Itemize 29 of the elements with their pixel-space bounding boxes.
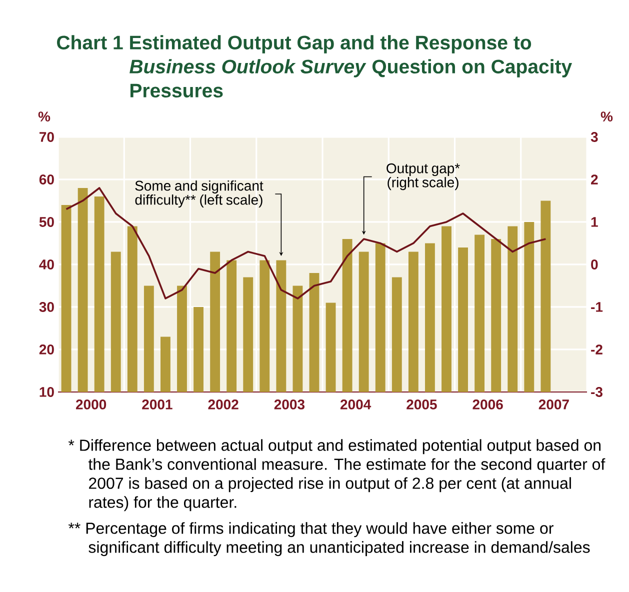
y-tick-label: 70 <box>40 132 54 142</box>
x-tick-label: 2005 <box>406 400 437 410</box>
x-tick-label: 2002 <box>208 400 238 410</box>
text: ** Percentage of firms indicating that they would have either some or significant difficulty meeting an unanticipated increase in demand/sales <box>68 522 590 556</box>
y-tick-label: 30 <box>39 302 54 312</box>
annotation: Output gap* (right scale) <box>386 163 460 190</box>
y2-tick-label: -3 <box>591 387 602 397</box>
x-tick-label: 2006 <box>472 400 503 410</box>
y2-tick-label: 0 <box>591 260 598 270</box>
annotation: Some and significant difficulty** (left scale) <box>135 180 264 208</box>
y2-tick-label: 2 <box>591 174 598 184</box>
text: * Difference between actual output and estimated potential output based on the Bank’s conventional measure. The estimate for the second quarter of 2007 is based on a projected rise in output of 2.8 per cent (at annual rates) for the quarter. <box>68 439 606 512</box>
y-tick-label: 10 <box>40 387 54 397</box>
x-tick-label: 2007 <box>538 400 569 410</box>
y2-tick-label: 1 <box>591 217 598 227</box>
y-tick-label: 50 <box>39 217 54 227</box>
y-tick-label: 40 <box>39 260 54 270</box>
x-tick-label: 2004 <box>340 400 372 410</box>
x-tick-label: 2000 <box>76 400 106 410</box>
y2-tick-label: -1 <box>591 302 603 312</box>
y2-axis-title: % <box>600 112 613 122</box>
chart-title: Chart 1 Estimated Output Gap and the Response to Business Outlook Survey Question on Capacity Pressures <box>57 35 572 98</box>
y2-tick-label: -2 <box>591 344 602 354</box>
y-axis-title: % <box>38 112 50 122</box>
y-tick-label: 60 <box>39 174 54 184</box>
x-tick-label: 2003 <box>274 400 305 410</box>
x-tick-label: 2001 <box>142 400 172 410</box>
y-tick-label: 20 <box>39 344 54 354</box>
y2-tick-label: 3 <box>590 132 598 142</box>
